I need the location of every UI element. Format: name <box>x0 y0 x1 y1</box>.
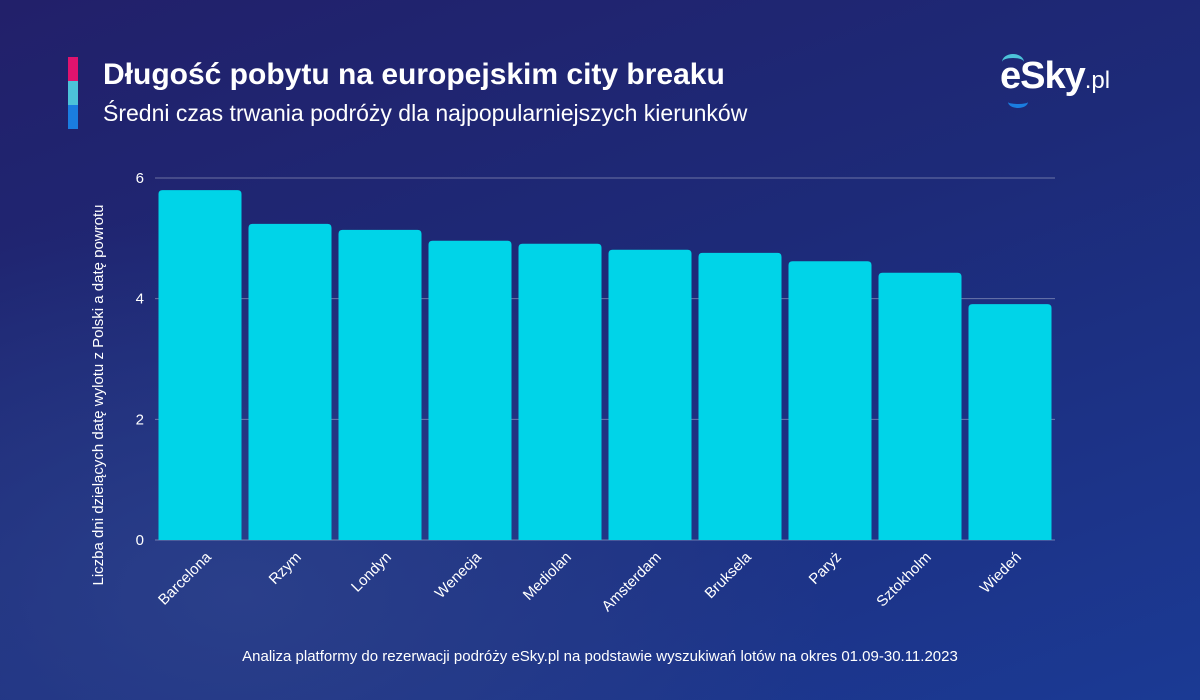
x-tick-label: Sztokholm <box>873 549 935 611</box>
x-tick-label: Wenecja <box>432 548 486 602</box>
chart-title: Długość pobytu na europejskim city break… <box>103 58 725 91</box>
x-tick-label: Bruksela <box>702 548 756 602</box>
x-tick-label: Rzym <box>266 549 305 588</box>
bar-rzym <box>248 223 332 540</box>
chart-subtitle: Średni czas trwania podróży dla najpopul… <box>103 100 748 126</box>
logo-arc-icon <box>1008 96 1028 108</box>
logo-main: eSky <box>1000 55 1086 97</box>
y-tick-label: 6 <box>136 170 144 187</box>
x-tick-label: Wiedeń <box>977 549 1025 597</box>
accent-bar-cyan <box>68 81 78 105</box>
bar-mediolan <box>518 243 602 540</box>
logo-arc-icon <box>1002 54 1024 70</box>
esky-logo: eSky.pl <box>1000 55 1110 98</box>
x-tick-label: Londyn <box>348 549 395 596</box>
y-tick-label: 2 <box>136 411 144 428</box>
bar-londyn <box>338 229 422 541</box>
x-tick-label: Barcelona <box>155 548 215 608</box>
x-tick-label: Amsterdam <box>599 549 665 615</box>
bar-paryż <box>788 261 872 540</box>
x-tick-label: Paryż <box>806 549 845 588</box>
y-tick-label: 4 <box>136 291 144 308</box>
bar-wenecja <box>428 240 512 540</box>
bar-sztokholm <box>878 272 962 540</box>
x-tick-label: Mediolan <box>520 549 575 604</box>
bar-wiedeń <box>968 304 1052 540</box>
bar-amsterdam <box>608 249 692 540</box>
y-axis-label: Liczba dni dzielących datę wylotu z Pols… <box>90 204 107 585</box>
accent-bar-pink <box>68 57 78 81</box>
source-note: Analiza platformy do rezerwacji podróży … <box>242 648 958 665</box>
logo-suffix: .pl <box>1084 67 1111 94</box>
bar-bruksela <box>698 252 782 540</box>
accent-bar-blue <box>68 105 78 129</box>
bar-barcelona <box>158 190 242 541</box>
y-tick-label: 0 <box>136 532 144 549</box>
